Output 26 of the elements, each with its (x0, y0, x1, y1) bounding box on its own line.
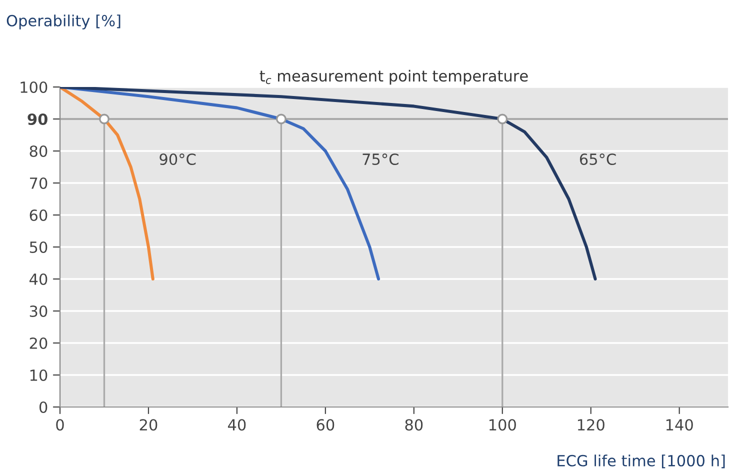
x-tick-label: 120 (578, 419, 604, 431)
x-axis-title: ECG life time [1000 h] (558, 454, 725, 468)
y-tick-label: 100 (20, 81, 48, 94)
y-tick-label: 20 (30, 337, 48, 350)
x-tick-label: 80 (405, 419, 423, 431)
x-tick-label: 0 (56, 419, 64, 431)
y-axis-title: Operability [%] (6, 14, 120, 30)
y-tick-label: 0 (39, 401, 48, 414)
line-series (60, 87, 154, 281)
y-tick-label: 60 (30, 209, 48, 222)
series-label: 90°C (160, 153, 196, 166)
y-tick-label: 90 (28, 113, 48, 126)
x-tick-label: 100 (489, 419, 516, 431)
y-tick-label: 70 (30, 177, 48, 190)
series-label: 75°C (362, 153, 398, 166)
y-tick-label: 50 (30, 241, 48, 254)
y-tick-label: 30 (30, 305, 48, 318)
x-tick-label: 60 (316, 419, 334, 431)
x-tick-label: 20 (140, 419, 158, 431)
x-tick-label: 40 (228, 419, 246, 431)
y-tick-label: 10 (30, 369, 48, 382)
x-tick-label: 140 (666, 419, 693, 431)
y-tick-label: 40 (30, 273, 48, 286)
series-label: 65°C (580, 153, 616, 166)
y-tick-label: 80 (30, 145, 48, 158)
chart-title: t$_{c}$ measurement point temperature (260, 70, 528, 85)
